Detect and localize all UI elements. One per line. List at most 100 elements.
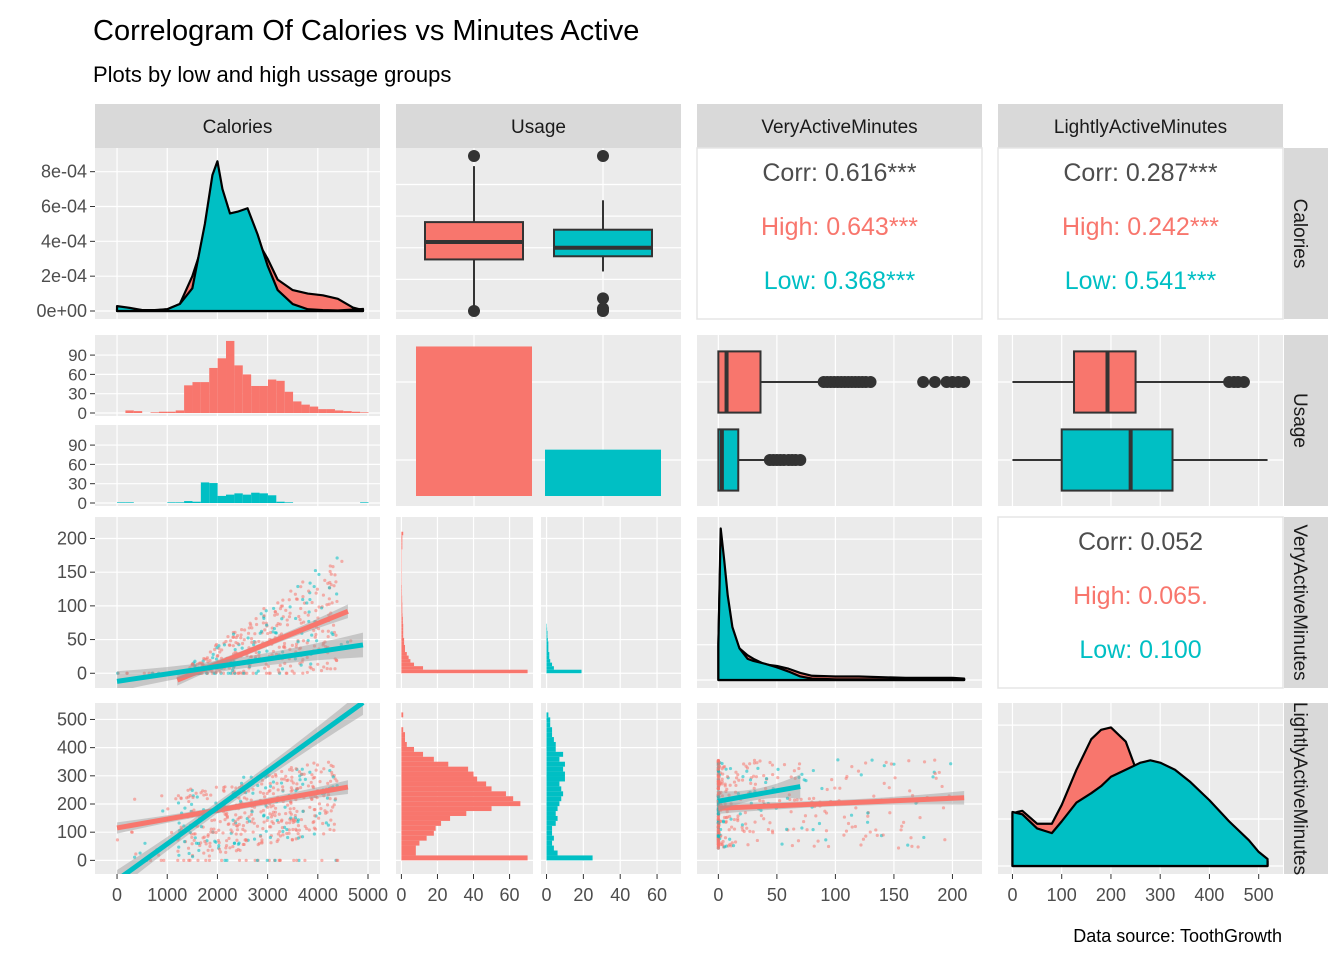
scatter-point bbox=[209, 830, 213, 834]
scatter-point bbox=[273, 814, 277, 818]
y-tick-label: 60 bbox=[68, 365, 87, 384]
scatter-point bbox=[716, 828, 720, 832]
y-tick-label: 200 bbox=[57, 528, 87, 548]
scatter-point bbox=[192, 838, 196, 842]
scatter-point bbox=[196, 858, 200, 862]
scatter-point bbox=[237, 796, 241, 800]
fit-line-low bbox=[116, 642, 364, 684]
scatter-point bbox=[288, 664, 293, 668]
histogram-bar bbox=[401, 620, 403, 624]
histogram-bar bbox=[401, 801, 521, 807]
correlation-corr-label: Corr: 0.287*** bbox=[1063, 159, 1218, 187]
scatter-point bbox=[328, 569, 332, 574]
histogram-bar bbox=[546, 641, 549, 645]
scatter-point bbox=[824, 829, 829, 833]
scatter-point bbox=[249, 623, 253, 627]
scatter-points bbox=[115, 703, 365, 874]
scatter-point bbox=[785, 796, 790, 800]
histogram-bar bbox=[401, 616, 403, 621]
histogram-bar bbox=[401, 811, 467, 816]
scatter-point bbox=[318, 780, 322, 784]
scatter-point bbox=[261, 791, 266, 796]
scatter-point bbox=[907, 759, 911, 763]
scatter-point bbox=[281, 598, 285, 602]
histogram-bar bbox=[546, 742, 556, 747]
scatter-point bbox=[780, 842, 784, 846]
histogram-bar bbox=[242, 374, 252, 413]
histogram-bar bbox=[546, 850, 558, 856]
boxplot-outlier bbox=[468, 150, 480, 162]
histogram-bar bbox=[401, 756, 434, 762]
histogram-bar bbox=[401, 623, 404, 628]
scatter-point bbox=[741, 775, 745, 779]
histogram-bar bbox=[401, 712, 404, 718]
scatter-point bbox=[251, 817, 255, 821]
scatter-point bbox=[856, 769, 861, 773]
scatter-point bbox=[275, 612, 279, 616]
scatter-point bbox=[223, 785, 227, 789]
scatter-point bbox=[273, 858, 277, 862]
histogram-subpanel bbox=[541, 517, 681, 688]
histogram-bar bbox=[401, 655, 409, 660]
column-strip-label: LightlyActiveMinutes bbox=[1054, 117, 1227, 138]
scatter-point bbox=[276, 832, 280, 836]
scatter-point bbox=[870, 758, 874, 762]
boxplot-low bbox=[1012, 428, 1268, 492]
scatter-point bbox=[301, 597, 305, 602]
scatter-point bbox=[295, 858, 299, 862]
scatter-point bbox=[914, 801, 918, 805]
histogram-bar bbox=[209, 367, 218, 413]
scatter-point bbox=[812, 796, 816, 800]
scatter-point bbox=[299, 663, 303, 667]
scatter-point bbox=[299, 817, 304, 822]
scatter-point bbox=[933, 771, 937, 776]
scatter-point bbox=[728, 783, 732, 787]
scatter-point bbox=[138, 851, 142, 855]
histogram-bar bbox=[401, 781, 487, 787]
scatter-point bbox=[264, 671, 269, 675]
scatter-point bbox=[803, 814, 808, 818]
scatter-point bbox=[268, 630, 273, 635]
x-tick-label: 20 bbox=[573, 885, 593, 905]
scatter-point bbox=[222, 643, 227, 647]
x-tick-label: 500 bbox=[1244, 885, 1274, 905]
scatter-point bbox=[333, 667, 337, 671]
scatter-point bbox=[753, 782, 758, 786]
correlation-corr-label: Corr: 0.052 bbox=[1078, 528, 1203, 556]
scatter-point bbox=[300, 767, 304, 771]
scatter-point bbox=[271, 775, 275, 779]
scatter-point bbox=[724, 815, 728, 820]
scatter-point bbox=[284, 821, 289, 825]
histogram-bar bbox=[546, 666, 554, 670]
scatter-point bbox=[282, 644, 286, 648]
scatter-point bbox=[272, 606, 276, 611]
histogram-bar bbox=[546, 801, 560, 807]
scatter-point bbox=[768, 821, 772, 825]
scatter-point bbox=[740, 825, 744, 829]
scatter-point bbox=[224, 850, 228, 854]
histogram-bar bbox=[546, 637, 548, 642]
scatter-point bbox=[730, 841, 734, 845]
scatter-point bbox=[251, 671, 255, 675]
scatter-point bbox=[910, 793, 915, 798]
scatter-point bbox=[260, 838, 264, 842]
scatter-point bbox=[887, 786, 891, 790]
scatter-point bbox=[752, 761, 757, 765]
scatter-point bbox=[346, 640, 350, 644]
scatter-point bbox=[287, 828, 291, 832]
scatter-point bbox=[286, 803, 290, 807]
scatter-point bbox=[295, 782, 299, 786]
scatter-point bbox=[234, 832, 238, 836]
scatter-point bbox=[226, 635, 230, 639]
histogram-bar bbox=[401, 662, 415, 667]
scatter-point bbox=[332, 584, 336, 588]
scatter-point bbox=[770, 829, 775, 833]
scatter-point bbox=[805, 828, 809, 832]
scatter-point bbox=[219, 656, 224, 660]
scatter-point bbox=[332, 822, 336, 826]
scatter-point bbox=[190, 663, 194, 667]
scatter-point bbox=[299, 646, 303, 650]
scatter-point bbox=[251, 787, 255, 791]
scatter-point bbox=[227, 643, 232, 647]
boxplot-high bbox=[424, 150, 524, 317]
